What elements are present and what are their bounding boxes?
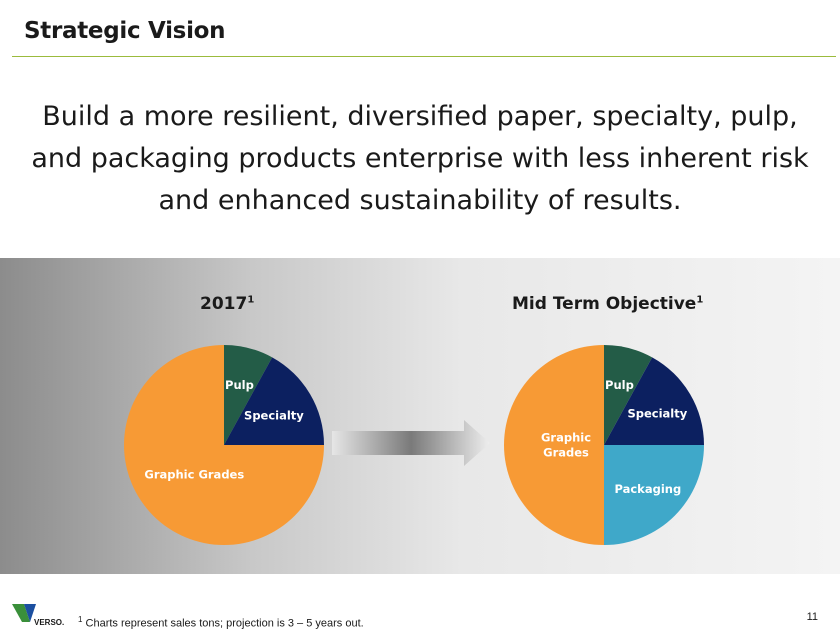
- pie-label-pulp: Pulp: [605, 378, 634, 392]
- pie-slice-graphic-grades: [504, 345, 604, 545]
- pie-slice-packaging: [604, 445, 704, 545]
- transition-arrow-icon: [332, 420, 490, 466]
- footnote-marker: 1: [78, 615, 83, 624]
- chart-title-text: 2017: [200, 294, 248, 314]
- pie-label-specialty: Specialty: [627, 406, 687, 420]
- pie-label-specialty: Specialty: [244, 408, 304, 422]
- pie-slice-graphic-grades: [124, 345, 324, 545]
- pie-label-packaging: Packaging: [614, 482, 681, 496]
- page-number: 11: [806, 611, 818, 623]
- chart-title-superscript: 1: [696, 294, 704, 306]
- pie-slice-pulp: [224, 345, 273, 445]
- slide-title: Strategic Vision: [24, 18, 226, 44]
- footnote-text: Charts represent sales tons; projection …: [82, 617, 364, 630]
- chart-title-mid-term: Mid Term Objective1: [512, 294, 703, 314]
- pie-label-graphic-grades: Graphic Grades: [541, 431, 591, 460]
- verso-logo-icon: VERSO.: [12, 604, 64, 627]
- chart-title-superscript: 1: [247, 294, 255, 306]
- pie-label-pulp: Pulp: [225, 378, 254, 392]
- logo-text: VERSO.: [34, 618, 64, 627]
- chart-title-2017: 20171: [200, 294, 254, 314]
- pie-slice-specialty: [224, 357, 324, 445]
- pie-slice-specialty: [604, 357, 704, 445]
- vision-statement: Build a more resilient, diversified pape…: [31, 101, 809, 216]
- footnote: 1 Charts represent sales tons; projectio…: [78, 615, 364, 630]
- pie-slice-pulp: [604, 345, 653, 445]
- title-divider: [12, 56, 836, 57]
- chart-title-text: Mid Term Objective: [512, 294, 697, 314]
- pie-label-graphic-grades: Graphic Grades: [144, 468, 244, 482]
